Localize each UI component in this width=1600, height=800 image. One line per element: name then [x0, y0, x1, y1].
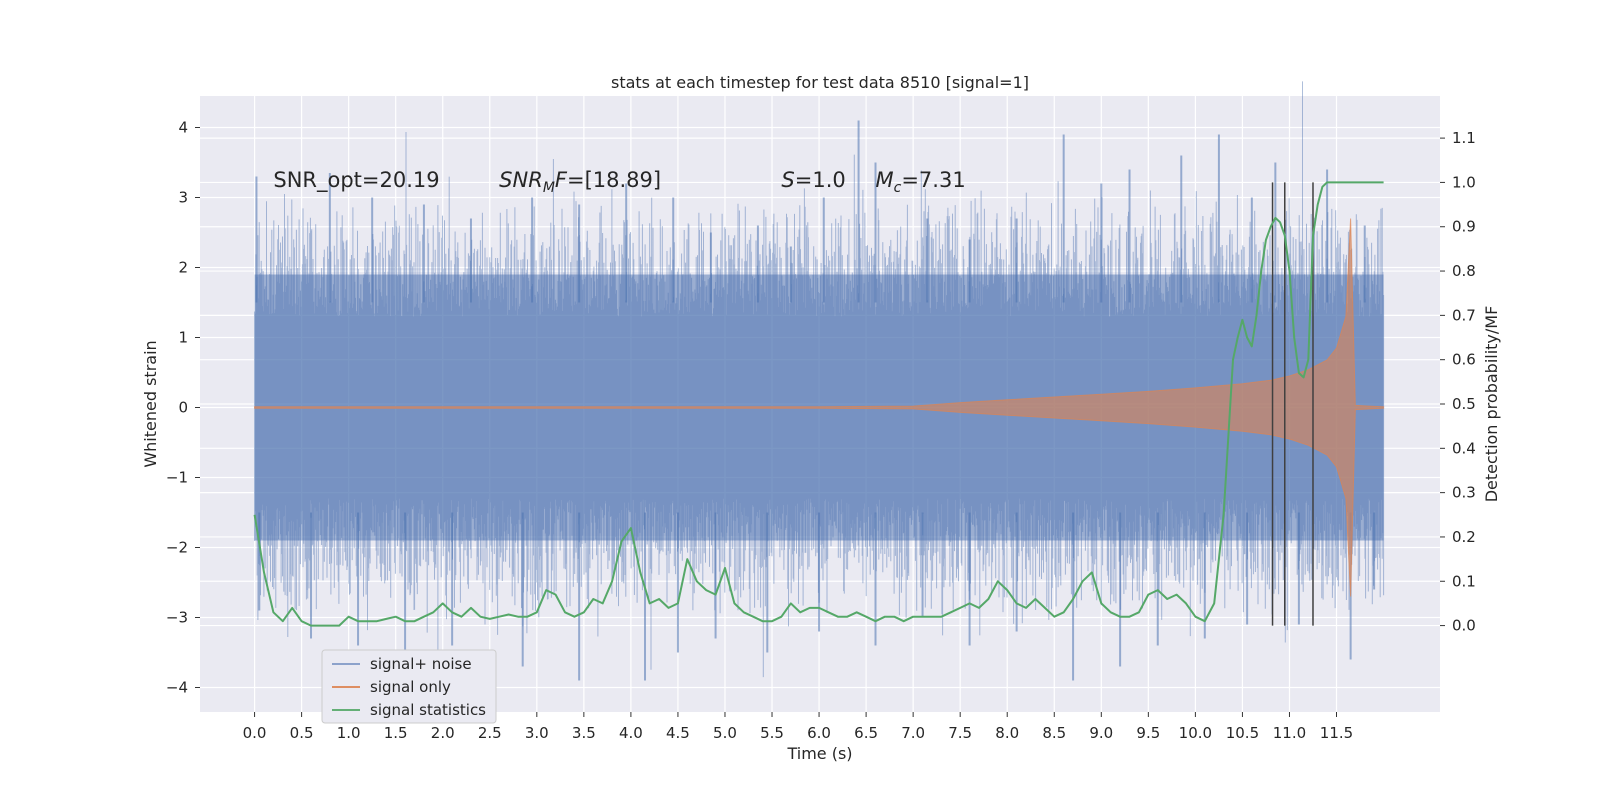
- y-left-tick-label: 4: [178, 119, 188, 137]
- y-left-tick-label: −3: [166, 609, 188, 627]
- y-left-tick-label: 1: [178, 329, 188, 347]
- annotation-snr-mf: SNRMF=[18.89]: [499, 168, 661, 196]
- y-right-tick-label: 1.0: [1452, 173, 1476, 191]
- annotations: SNR_opt=20.19 SNRMF=[18.89] S=1.0 Mc=7.31: [273, 168, 965, 196]
- legend-label: signal statistics: [370, 701, 486, 719]
- x-tick-label: 1.0: [337, 724, 361, 742]
- y-axis-label-left: Whitened strain: [141, 340, 160, 467]
- legend-label: signal only: [370, 678, 451, 696]
- annotation-s-value: S=1.0: [781, 168, 845, 192]
- y-right-tick-label: 0.0: [1452, 617, 1476, 635]
- x-tick-label: 4.0: [619, 724, 643, 742]
- series-signal-statistics: [253, 181, 1384, 627]
- y-left-tick-label: −1: [166, 469, 188, 487]
- y-left-tick-label: 3: [178, 189, 188, 207]
- legend-box: [321, 649, 497, 724]
- x-tick-label: 9.5: [1136, 724, 1160, 742]
- y-right-tick-label: 0.3: [1452, 484, 1476, 502]
- y-right-tick-label: 0.2: [1452, 528, 1476, 546]
- x-tick-label: 0.0: [243, 724, 267, 742]
- x-tick-label: 3.0: [525, 724, 549, 742]
- x-tick-label: 2.5: [478, 724, 502, 742]
- x-tick-label: 10.5: [1226, 724, 1259, 742]
- x-tick-label: 9.0: [1089, 724, 1113, 742]
- x-tick-label: 7.0: [901, 724, 925, 742]
- y-right-tick-label: 0.5: [1452, 395, 1476, 413]
- y-axis-label-right: Detection probability/MF: [1482, 306, 1501, 503]
- x-tick-label: 11.5: [1320, 724, 1353, 742]
- x-tick-label: 8.5: [1042, 724, 1066, 742]
- y-right-tick-label: 0.8: [1452, 262, 1476, 280]
- x-tick-label: 7.5: [948, 724, 972, 742]
- x-tick-label: 11.0: [1273, 724, 1306, 742]
- x-tick-label: 1.5: [384, 724, 408, 742]
- chart-title: stats at each timestep for test data 851…: [611, 73, 1029, 92]
- x-tick-label: 5.0: [713, 724, 737, 742]
- x-tick-label: 5.5: [760, 724, 784, 742]
- y-left-tick-label: −4: [166, 679, 188, 697]
- annotation-snr-opt: SNR_opt=20.19: [273, 168, 439, 193]
- annotation-mc-value: Mc=7.31: [876, 168, 966, 196]
- x-axis-label: Time (s): [786, 744, 852, 763]
- signal-envelope: [254, 218, 1385, 597]
- y-right-tick-label: 1.1: [1452, 129, 1476, 147]
- x-tick-label: 6.0: [807, 724, 831, 742]
- x-tick-label: 0.5: [290, 724, 314, 742]
- y-right-tick-label: 0.9: [1452, 218, 1476, 236]
- y-right-tick-label: 0.4: [1452, 439, 1476, 457]
- y-left-tick-label: 2: [178, 259, 188, 277]
- x-tick-label: 10.0: [1179, 724, 1212, 742]
- y-right-tick-label: 0.7: [1452, 306, 1476, 324]
- series-signal-only: [254, 218, 1385, 597]
- x-tick-label: 3.5: [572, 724, 596, 742]
- axes: 0.0 0.5 1.0 1.5 2.0 2.5 3.0 3.5 4.0 4.5 5.0 5.5 6.0 6…: [166, 119, 1476, 743]
- y-right-tick-label: 0.1: [1452, 572, 1476, 590]
- y-left-tick-label: −2: [166, 539, 188, 557]
- x-tick-label: 2.0: [431, 724, 455, 742]
- x-tick-label: 6.5: [854, 724, 878, 742]
- x-tick-label: 4.5: [666, 724, 690, 742]
- x-tick-label: 8.0: [995, 724, 1019, 742]
- legend: signal+ noise signal only signal statistic…: [321, 649, 497, 724]
- legend-label: signal+ noise: [370, 655, 472, 673]
- y-left-tick-label: 0: [178, 399, 188, 417]
- y-right-tick-label: 0.6: [1452, 351, 1476, 369]
- statistics-line: [253, 181, 1384, 627]
